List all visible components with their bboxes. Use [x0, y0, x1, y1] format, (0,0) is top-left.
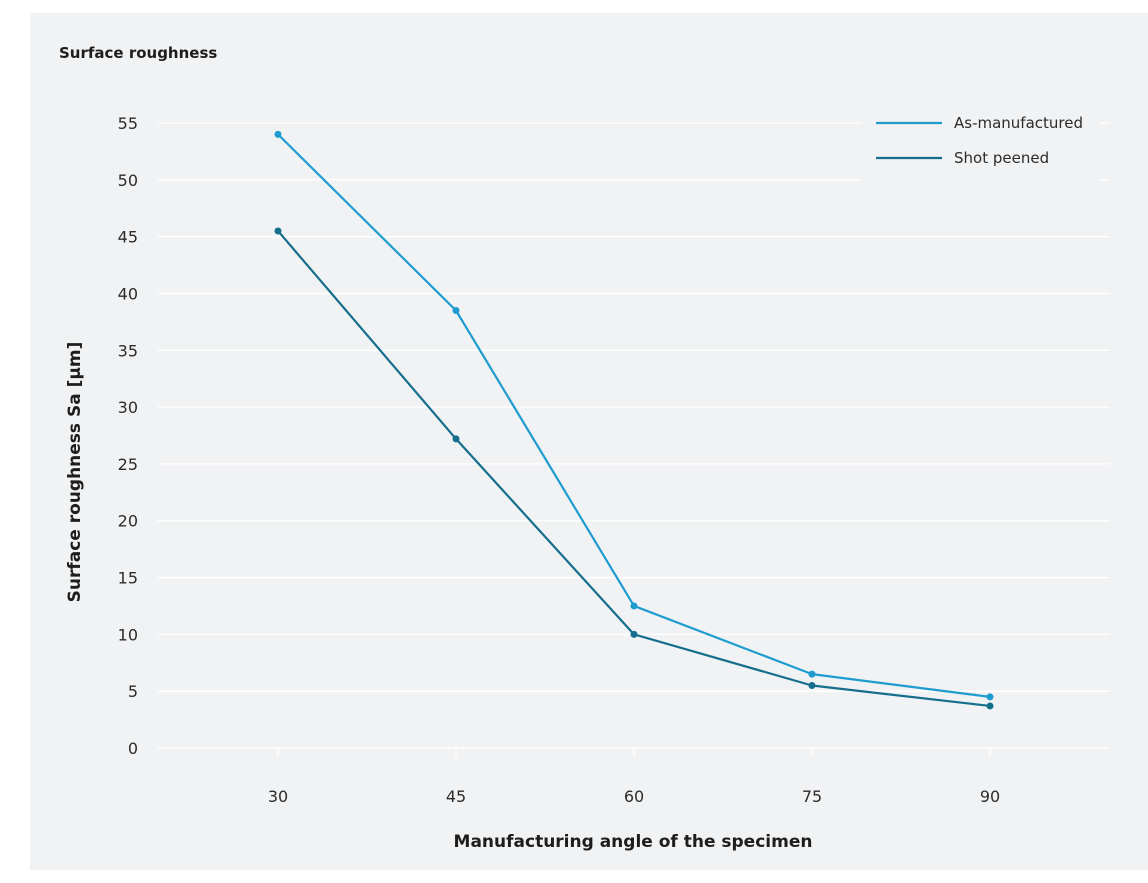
- x-axis-title: Manufacturing angle of the specimen: [454, 832, 813, 852]
- legend-label: As-manufactured: [954, 114, 1083, 132]
- x-tick-labels: 30 45 60 75 90: [268, 748, 1000, 806]
- y-tick-label: 20: [118, 512, 138, 531]
- data-point: [452, 435, 460, 443]
- legend-background: [862, 105, 1100, 181]
- series-layer: [274, 130, 994, 710]
- y-tick-label: 15: [118, 569, 138, 588]
- y-tick-label: 35: [118, 341, 138, 360]
- data-point: [986, 702, 994, 710]
- y-tick-labels: 0 5 10 15 20 25 30 35 40 45 50 55: [118, 114, 138, 758]
- data-point: [630, 630, 638, 638]
- y-tick-label: 5: [128, 682, 138, 701]
- series-as-manufactured: [274, 130, 994, 701]
- y-tick-label: 55: [118, 114, 138, 133]
- data-point: [274, 130, 282, 138]
- x-tick-label: 30: [268, 787, 288, 806]
- y-tick-label: 10: [118, 625, 138, 644]
- legend: As-manufactured Shot peened: [876, 114, 1083, 167]
- data-point: [986, 693, 994, 701]
- y-tick-label: 40: [118, 284, 138, 303]
- series-shot-peened: [274, 227, 994, 710]
- data-point: [808, 670, 816, 678]
- chart-title: Surface roughness: [59, 44, 218, 62]
- x-tick-label: 45: [446, 787, 466, 806]
- x-tick-label: 60: [624, 787, 644, 806]
- y-tick-label: 25: [118, 455, 138, 474]
- data-point: [630, 602, 638, 610]
- x-tick-label: 90: [980, 787, 1000, 806]
- x-tick-label: 75: [802, 787, 822, 806]
- y-tick-label: 45: [118, 228, 138, 247]
- y-tick-label: 0: [128, 739, 138, 758]
- data-point: [274, 227, 282, 235]
- data-point: [452, 307, 460, 314]
- y-axis-title: Surface roughness Sa [µm]: [65, 342, 85, 603]
- legend-label: Shot peened: [954, 149, 1049, 167]
- data-point: [808, 682, 816, 689]
- series-line: [277, 133, 991, 698]
- y-tick-label: 50: [118, 171, 138, 190]
- y-tick-label: 30: [118, 398, 138, 417]
- gridlines: [158, 122, 1110, 749]
